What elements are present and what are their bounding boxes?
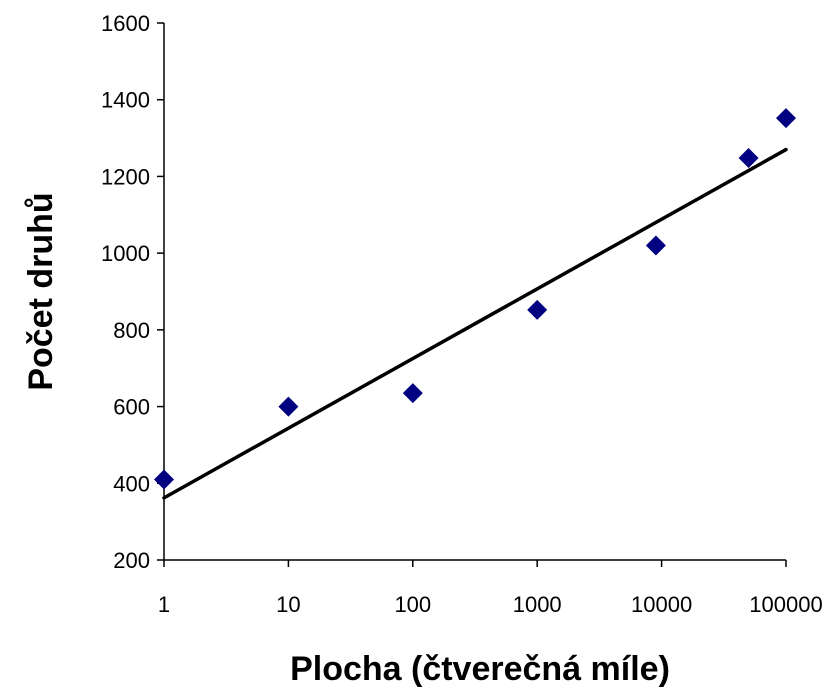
trendline-group: [162, 147, 788, 500]
x-tick-label: 10000: [631, 592, 692, 617]
y-tick-label: 1600: [101, 11, 150, 36]
y-tick-label: 1000: [101, 241, 150, 266]
y-tick-label: 200: [113, 548, 150, 573]
y-tick-label: 1400: [101, 88, 150, 113]
y-tick-label: 1200: [101, 164, 150, 189]
y-axis-title: Počet druhů: [22, 192, 60, 390]
data-point: [154, 469, 174, 490]
x-tick-label: 100000: [749, 592, 822, 617]
data-point: [527, 299, 548, 320]
data-point: [645, 235, 666, 256]
x-tick-label: 100: [394, 592, 431, 617]
x-tick-label: 1000: [513, 592, 562, 617]
data-point: [738, 148, 759, 169]
data-point: [776, 108, 796, 129]
y-tick-label: 400: [113, 471, 150, 496]
trendline: [162, 147, 788, 500]
axes: 200 400 600 800 1000 1200 1400 1600 1 10 100 1000 10…: [101, 11, 823, 617]
x-axis-title: Plocha (čtverečná míle): [290, 650, 670, 688]
y-tick-label: 600: [113, 395, 150, 420]
x-tick-label: 10: [276, 592, 300, 617]
x-tick-label: 1: [158, 592, 170, 617]
data-point: [278, 396, 299, 417]
y-tick-label: 800: [113, 318, 150, 343]
data-points: [154, 108, 796, 490]
data-point: [402, 383, 423, 404]
